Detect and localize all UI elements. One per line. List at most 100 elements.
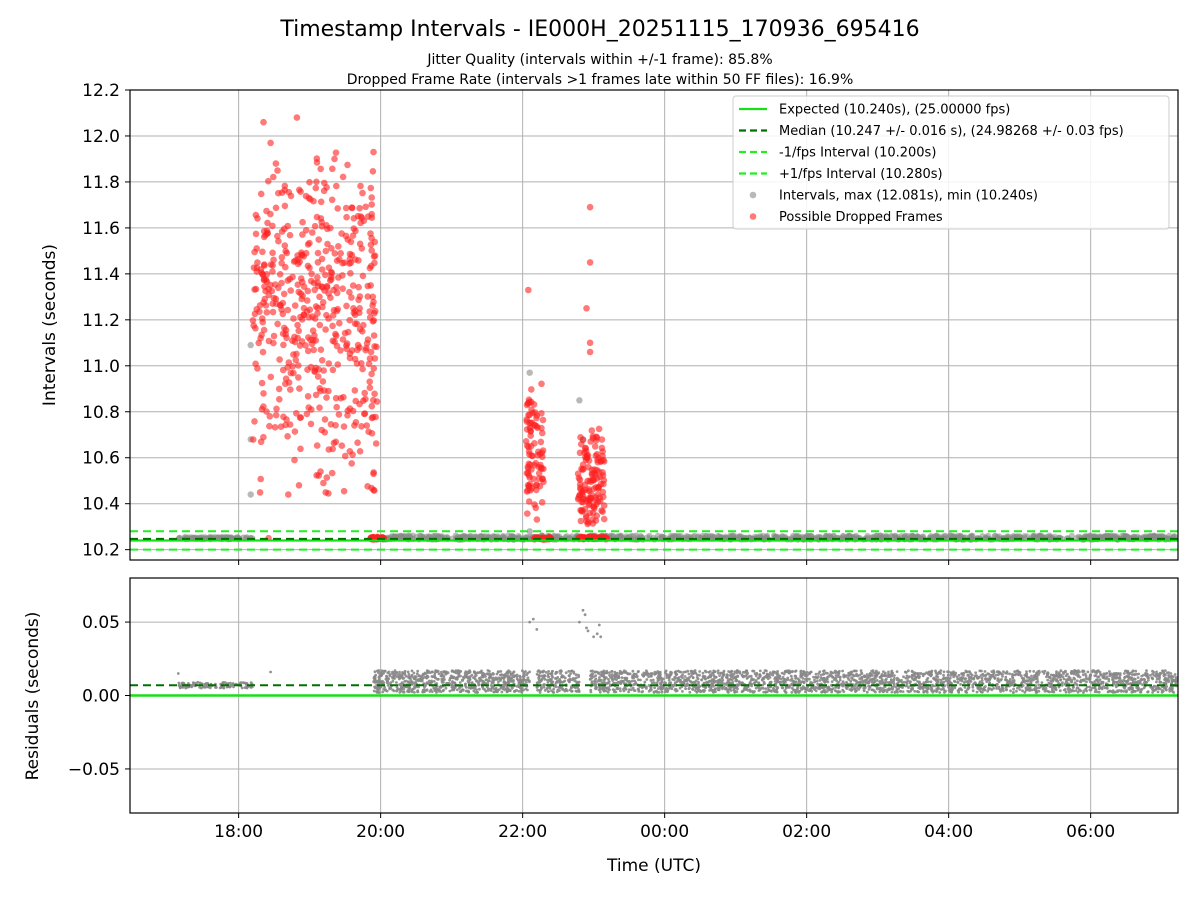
residual-point bbox=[475, 679, 478, 683]
residual-point bbox=[899, 689, 902, 693]
residual-point bbox=[963, 686, 967, 689]
dropped-frame-point bbox=[263, 207, 270, 215]
dropped-frame-point bbox=[343, 302, 350, 310]
dropped-frame-point bbox=[341, 329, 349, 337]
residual-point bbox=[1105, 671, 1109, 675]
residual-point bbox=[377, 691, 381, 694]
dropped-frame-point bbox=[596, 473, 604, 481]
dropped-frame-point bbox=[577, 517, 585, 525]
residual-point bbox=[748, 675, 751, 678]
interval-point bbox=[826, 532, 833, 539]
dropped-frame-point bbox=[336, 319, 343, 327]
dropped-frame-point bbox=[332, 422, 339, 429]
residual-point bbox=[401, 671, 404, 674]
residual-point bbox=[1120, 690, 1123, 693]
residual-point bbox=[550, 670, 554, 673]
residual-point bbox=[799, 675, 803, 679]
residual-point bbox=[373, 670, 377, 674]
residual-point bbox=[598, 690, 602, 694]
residual-point bbox=[974, 671, 978, 675]
residual-point bbox=[559, 672, 562, 675]
residual-point bbox=[542, 669, 546, 673]
residual-point bbox=[481, 673, 485, 677]
residual-point bbox=[567, 669, 571, 673]
residual-point bbox=[491, 685, 494, 689]
dropped-frame-point bbox=[273, 405, 280, 413]
residual-point bbox=[1040, 681, 1044, 684]
dropped-frame-point bbox=[368, 414, 376, 422]
residual-point bbox=[997, 685, 1001, 689]
residual-point bbox=[684, 670, 688, 674]
residual-point bbox=[1052, 690, 1056, 694]
dropped-frame-point bbox=[269, 262, 277, 269]
residual-point bbox=[1095, 671, 1098, 675]
residual-point bbox=[437, 672, 441, 676]
residual-point bbox=[1001, 675, 1004, 678]
residual-point bbox=[537, 676, 541, 679]
residual-point bbox=[521, 675, 525, 678]
residual-point bbox=[438, 685, 442, 689]
residual-point bbox=[464, 673, 468, 677]
dropped-frame-point bbox=[333, 182, 340, 190]
residual-point bbox=[736, 683, 740, 687]
residual-point bbox=[1004, 675, 1008, 679]
dropped-frame-point bbox=[343, 342, 350, 349]
dropped-frame-point bbox=[332, 394, 340, 402]
residual-point bbox=[567, 679, 571, 683]
residual-point bbox=[557, 679, 561, 683]
residual-point bbox=[633, 689, 637, 692]
residual-point bbox=[1073, 677, 1076, 681]
dropped-frame-point bbox=[531, 501, 538, 508]
intervals-axes-frame bbox=[129, 89, 1179, 561]
dropped-frame-point bbox=[327, 294, 334, 302]
residual-point bbox=[420, 677, 424, 681]
residual-point bbox=[893, 676, 896, 680]
residual-point bbox=[488, 672, 492, 676]
residual-point bbox=[665, 674, 669, 677]
residual-point bbox=[215, 686, 218, 689]
dropped-frame-point bbox=[596, 498, 604, 505]
residual-point bbox=[997, 673, 1000, 677]
residual-point bbox=[1004, 671, 1007, 675]
residual-point bbox=[980, 676, 984, 680]
residual-point bbox=[416, 669, 420, 673]
dropped-frame-point bbox=[319, 378, 327, 385]
residual-point bbox=[758, 669, 762, 673]
residual-point bbox=[499, 679, 502, 682]
dropped-frame-point bbox=[251, 418, 258, 425]
residual-point bbox=[572, 670, 576, 674]
dropped-frame-point bbox=[290, 315, 297, 322]
dropped-frame-point bbox=[319, 299, 327, 306]
residual-point bbox=[678, 678, 682, 682]
residual-point bbox=[1122, 672, 1126, 675]
dropped-frame-point bbox=[582, 486, 589, 494]
residual-point bbox=[411, 680, 414, 684]
residual-point bbox=[539, 688, 542, 692]
residual-point bbox=[413, 691, 416, 694]
dropped-frame-point bbox=[346, 448, 354, 455]
residual-point bbox=[1058, 689, 1062, 693]
residual-point bbox=[716, 686, 720, 690]
dropped-frame-point bbox=[299, 218, 306, 226]
dropped-frame-point bbox=[539, 429, 546, 437]
residual-point bbox=[790, 677, 794, 680]
dropped-frame-point bbox=[354, 439, 361, 447]
residual-point bbox=[464, 686, 468, 689]
dropped-frame-point bbox=[335, 411, 343, 418]
dropped-frame-point bbox=[344, 412, 351, 419]
dropped-frame-point bbox=[306, 239, 313, 247]
dropped-frame-point bbox=[278, 259, 286, 267]
dropped-frame-point bbox=[315, 236, 323, 243]
residual-point bbox=[842, 690, 846, 693]
dropped-frame-point bbox=[328, 469, 336, 477]
dropped-frame-point bbox=[354, 341, 362, 349]
residual-point bbox=[1062, 688, 1066, 692]
residual-point bbox=[725, 675, 728, 679]
dropped-frame-point bbox=[276, 271, 284, 278]
residual-point bbox=[678, 686, 682, 690]
dropped-frame-point bbox=[249, 436, 257, 443]
dropped-frame-point bbox=[281, 186, 289, 194]
dropped-frame-point bbox=[525, 498, 533, 505]
dropped-frame-point bbox=[285, 359, 293, 366]
residual-point bbox=[407, 672, 411, 676]
